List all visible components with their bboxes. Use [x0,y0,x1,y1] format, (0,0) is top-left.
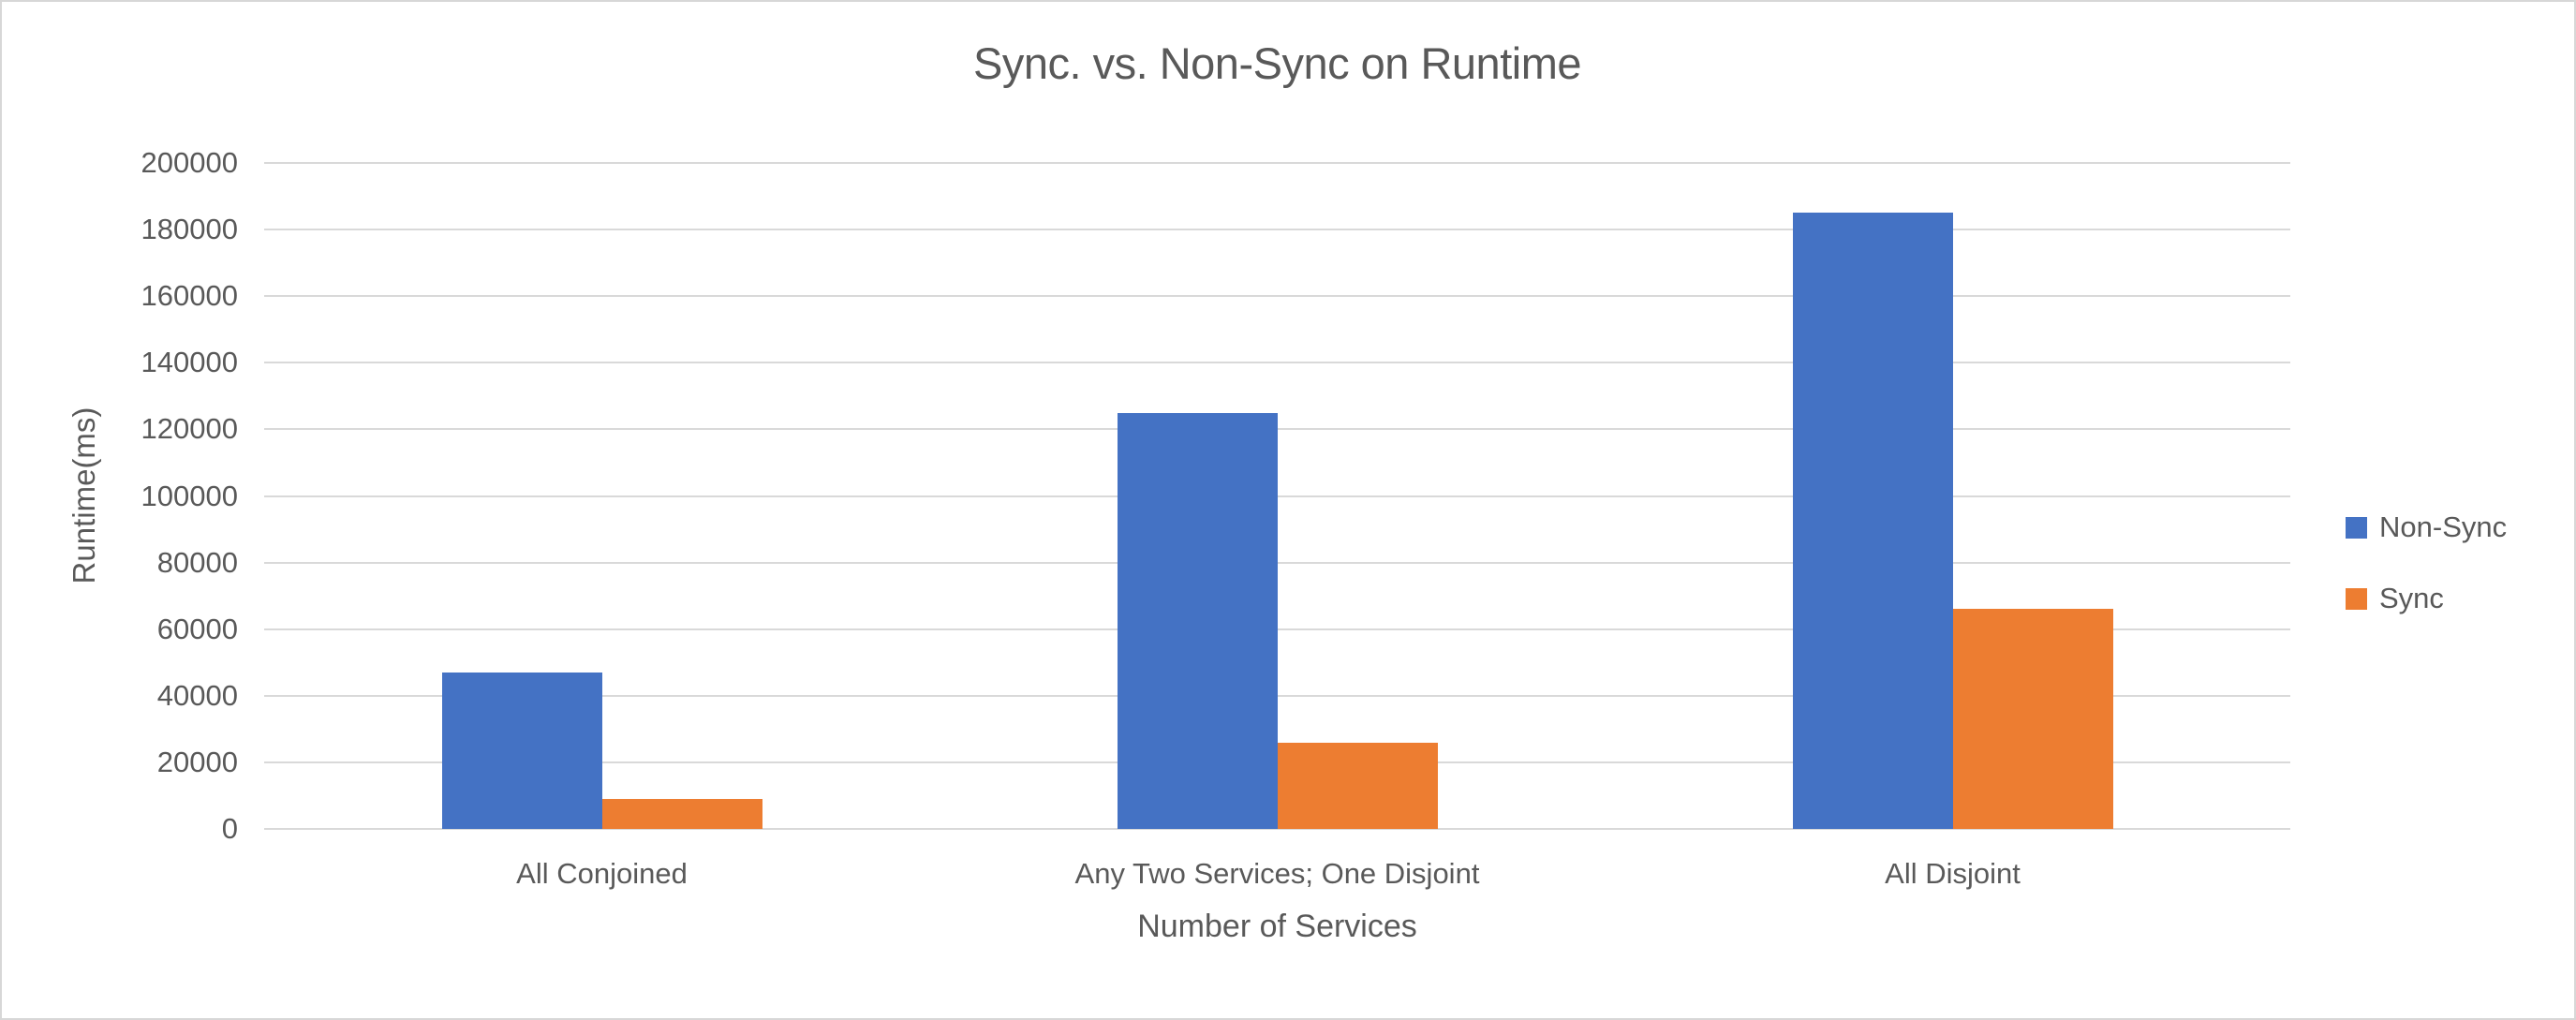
x-axis-line [264,828,2290,830]
y-tick-label: 0 [221,812,238,845]
bar-sync-all-disjoint [1952,609,2113,829]
gridline [264,495,2290,497]
chart-title: Sync. vs. Non-Sync on Runtime [973,38,1582,88]
legend: Non-Sync Sync [2346,510,2508,655]
gridline [264,428,2290,431]
gridline [264,561,2290,564]
x-category-label: Any Two Services; One Disjoint [1074,857,1480,890]
y-tick-label: 100000 [141,479,238,512]
y-tick-label: 160000 [141,279,238,313]
x-category-label: All Conjoined [516,857,688,890]
bar-sync-all-conjoined [601,799,762,829]
y-tick-label: 40000 [156,678,238,712]
x-axis-title: Number of Services [1137,909,1417,944]
legend-item-sync: Sync [2346,582,2507,614]
y-tick-label: 20000 [156,745,238,778]
y-tick-label: 200000 [141,146,238,179]
y-tick-label: 180000 [141,213,238,246]
gridline [264,362,2290,364]
bar-non-sync-all-disjoint [1792,213,1953,829]
gridline [264,628,2290,630]
bar-non-sync-all-conjoined [441,672,602,829]
gridline [264,295,2290,298]
bar-sync-any-two-services-one-disjoint [1277,742,1438,829]
y-axis-tick-labels: 0 20000 40000 60000 80000 100000 120000 140000 1… [2,146,238,845]
y-tick-label: 60000 [156,612,238,645]
legend-label: Non-Sync [2379,510,2508,543]
plot-area: All Conjoined Any Two Services; One Disjo… [264,162,2290,890]
x-category-label: All Disjoint [1885,857,2021,890]
gridline [264,229,2290,231]
gridline [264,162,2290,164]
legend-swatch-non-sync [2346,516,2367,539]
legend-item-non-sync: Non-Sync [2346,510,2508,543]
y-tick-label: 120000 [141,412,238,446]
y-tick-label: 140000 [141,346,238,379]
bar-non-sync-any-two-services-one-disjoint [1117,412,1278,829]
gridline [264,694,2290,697]
y-tick-label: 80000 [156,545,238,579]
legend-swatch-sync [2346,587,2367,610]
legend-label: Sync [2379,582,2444,614]
